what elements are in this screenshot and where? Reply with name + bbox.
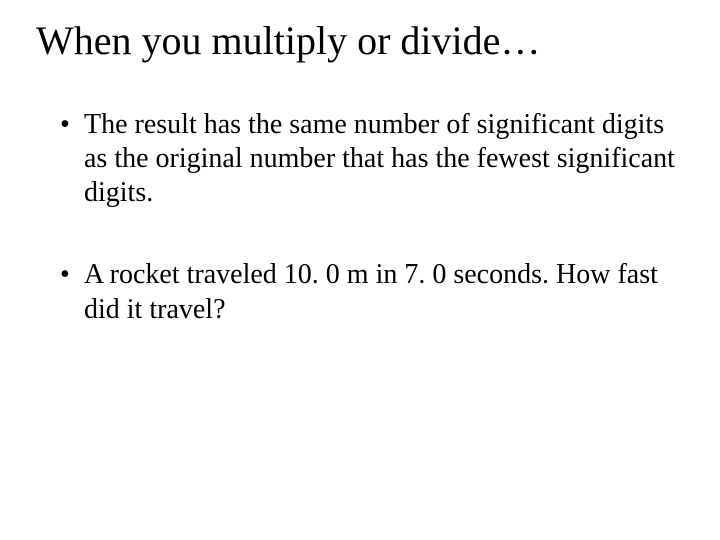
bullet-list: The result has the same number of signif… bbox=[36, 108, 684, 327]
list-item: The result has the same number of signif… bbox=[60, 108, 684, 210]
slide-title: When you multiply or divide… bbox=[36, 18, 684, 64]
list-item: A rocket traveled 10. 0 m in 7. 0 second… bbox=[60, 258, 684, 326]
slide: When you multiply or divide… The result … bbox=[0, 0, 720, 540]
